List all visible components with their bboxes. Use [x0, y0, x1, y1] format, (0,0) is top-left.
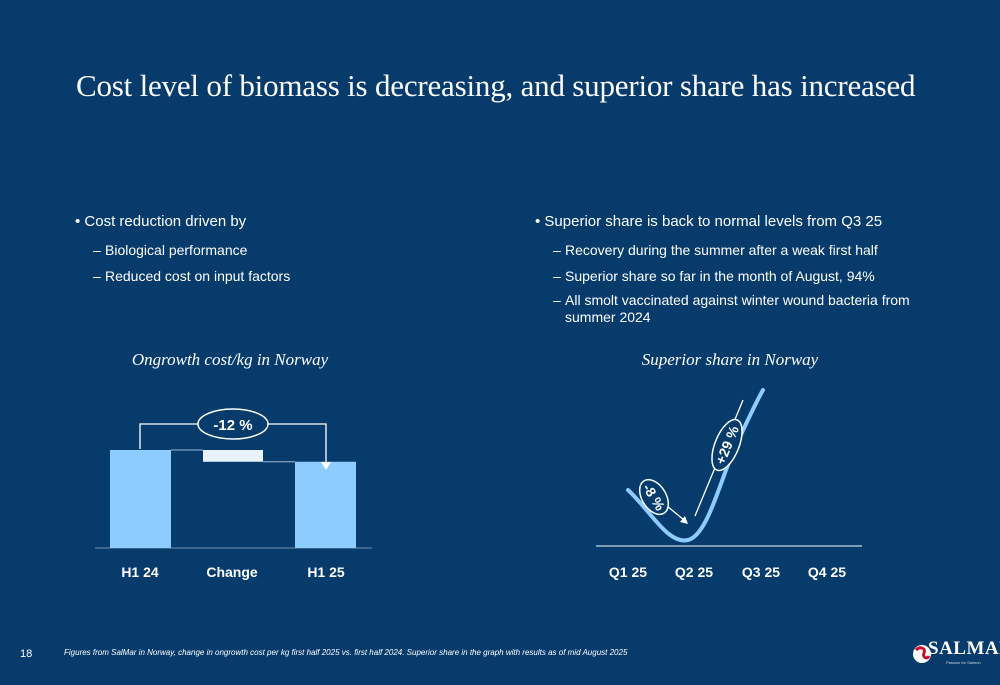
slide-title: Cost level of biomass is decreasing, and… — [76, 68, 916, 103]
bar-h1-25 — [295, 461, 356, 548]
bar-h1-24 — [110, 450, 171, 548]
arrow-head — [321, 462, 331, 470]
right-bullet-list: • Superior share is back to normal level… — [535, 212, 915, 332]
superior-chart-title: Superior share in Norway — [641, 350, 819, 369]
tick-label: Q1 25 — [609, 564, 647, 580]
decline-arrow — [666, 505, 685, 521]
bullet-sub: Recovery during the summer after a weak … — [553, 240, 915, 260]
change-annotation-bubble — [197, 408, 269, 440]
tick-label: Change — [206, 564, 258, 580]
bullet-sub: Reduced cost on input factors — [93, 266, 475, 286]
bar-change — [203, 450, 263, 462]
rise-annotation-bubble — [711, 418, 743, 472]
rise-annotation: +29 % — [711, 418, 743, 472]
bullet-main: • Cost reduction driven by — [75, 213, 247, 230]
bullet-sub: Biological performance — [93, 240, 475, 260]
tick-label: Q2 25 — [675, 564, 713, 580]
change-annotation-label: -12 % — [213, 417, 252, 434]
bullet-main-text: Superior share is back to normal levels … — [544, 213, 883, 230]
bullet-main: • Superior share is back to normal level… — [535, 213, 883, 230]
superior-trend-line — [626, 388, 765, 543]
decline-annotation-bubble — [638, 478, 670, 516]
left-bullet-list: • Cost reduction driven by Biological pe… — [75, 212, 475, 292]
page-number: 18 — [20, 648, 33, 660]
logo-text: SALMAR — [928, 638, 1000, 659]
salmar-logo: SALMAR Passion for Salmon — [912, 638, 1000, 668]
cost-chart-title: Ongrowth cost/kg in Norway — [131, 350, 329, 369]
tick-label: H1 25 — [307, 564, 345, 580]
salmar-logo-icon — [913, 645, 931, 663]
logo-tagline: Passion for Salmon — [946, 660, 981, 665]
decline-annotation: -8 % — [638, 478, 670, 516]
tick-label: Q3 25 — [742, 564, 780, 580]
bullet-sub: Superior share so far in the month of Au… — [553, 266, 915, 286]
bullet-main-text: Cost reduction driven by — [84, 213, 247, 230]
tick-label: H1 24 — [121, 564, 159, 580]
tick-label: Q4 25 — [808, 564, 846, 580]
footnote: Figures from SalMar in Norway, change in… — [64, 648, 628, 657]
bullet-sub: All smolt vaccinated against winter woun… — [553, 292, 915, 326]
arrow-head — [680, 516, 688, 524]
